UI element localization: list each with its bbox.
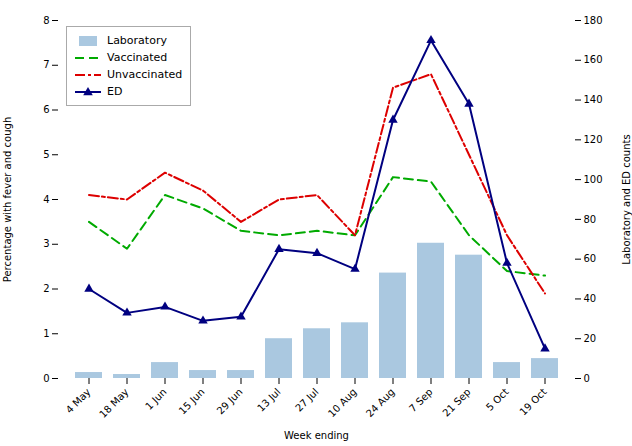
svg-text:120: 120 (584, 134, 603, 145)
svg-text:27 Jul: 27 Jul (293, 386, 321, 414)
svg-text:4: 4 (43, 194, 49, 205)
svg-text:160: 160 (584, 54, 603, 65)
html-text:Laboratory: Laboratory (107, 34, 167, 47)
svg-text:20: 20 (584, 333, 597, 344)
svg-text:21 Sep: 21 Sep (440, 386, 472, 418)
svg-text:18 May: 18 May (97, 386, 131, 420)
html-text:Unvaccinated: Unvaccinated (107, 68, 183, 81)
svg-text:13 Jul: 13 Jul (255, 386, 283, 414)
svg-text:1 Jun: 1 Jun (143, 386, 169, 412)
svg-text:40: 40 (584, 293, 597, 304)
svg-text:15 Jun: 15 Jun (177, 386, 207, 416)
svg-text:8: 8 (43, 15, 49, 26)
svg-text:1: 1 (43, 328, 49, 339)
svg-text:5: 5 (43, 149, 49, 160)
svg-text:140: 140 (584, 94, 603, 105)
svg-text:80: 80 (584, 214, 597, 225)
svg-text:6: 6 (43, 104, 49, 115)
svg-text:7 Sep: 7 Sep (407, 386, 435, 414)
svg-text:60: 60 (584, 253, 597, 264)
svg-text:7: 7 (43, 59, 49, 70)
svg-text:3: 3 (43, 238, 49, 249)
svg-text:10 Aug: 10 Aug (326, 386, 359, 419)
svg-text:180: 180 (584, 15, 603, 26)
svg-text:Week ending: Week ending (284, 430, 349, 441)
svg-text:2: 2 (43, 283, 49, 294)
svg-text:29 Jun: 29 Jun (215, 386, 245, 416)
svg-text:0: 0 (584, 373, 590, 384)
html-text:Vaccinated: Vaccinated (107, 51, 168, 64)
svg-text:Laboratory and ED counts: Laboratory and ED counts (621, 134, 632, 264)
html-text:ED: ED (107, 85, 123, 98)
svg-text:Percentage with fever and coug: Percentage with fever and cough (2, 117, 13, 283)
svg-text:100: 100 (584, 174, 603, 185)
svg-text:4 May: 4 May (64, 386, 93, 415)
svg-text:5 Oct: 5 Oct (484, 386, 511, 413)
svg-text:19 Oct: 19 Oct (517, 386, 548, 417)
svg-text:24 Aug: 24 Aug (364, 386, 397, 419)
svg-text:0: 0 (43, 373, 49, 384)
